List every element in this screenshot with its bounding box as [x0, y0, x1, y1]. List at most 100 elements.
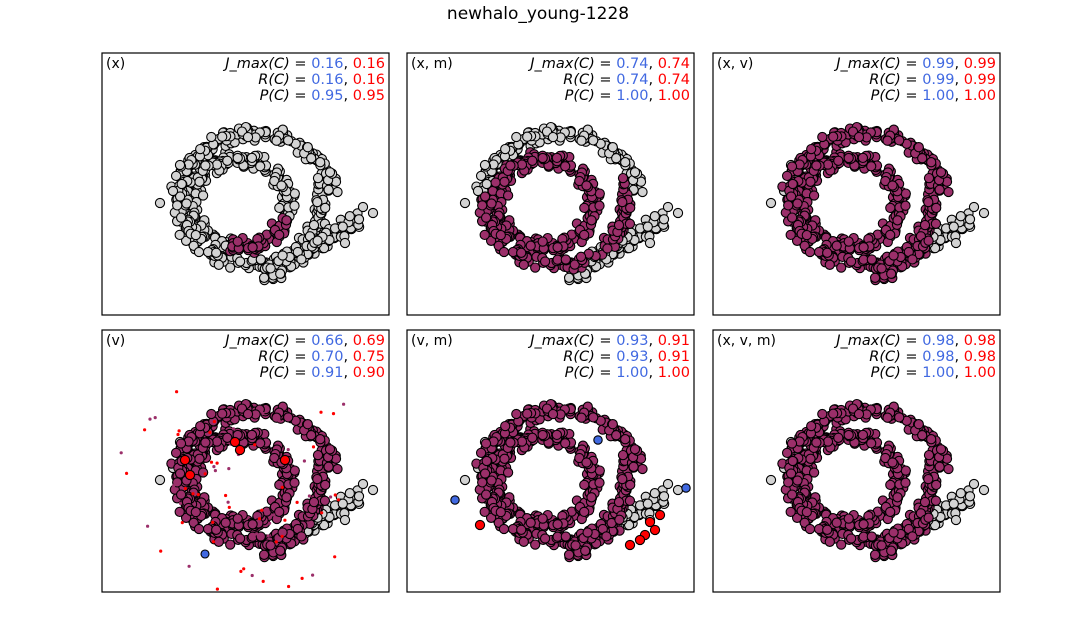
metric-blue-value: 0.66	[311, 333, 343, 349]
member-point	[900, 200, 911, 211]
member-point	[479, 191, 491, 202]
small-point	[196, 493, 200, 497]
member-point	[574, 452, 585, 464]
member-point	[581, 180, 592, 191]
grey-point	[324, 167, 336, 178]
grey-point	[323, 184, 334, 195]
member-point	[781, 447, 793, 459]
member-point	[530, 539, 541, 550]
member-point	[785, 191, 797, 202]
member-point	[894, 412, 905, 423]
small-point	[212, 465, 216, 469]
panel-frame	[406, 52, 695, 316]
member-point	[539, 533, 551, 544]
member-point	[805, 176, 816, 187]
member-point	[516, 524, 527, 535]
grey-point	[662, 478, 674, 490]
member-point	[576, 412, 587, 423]
member-point	[498, 523, 510, 535]
member-point	[479, 468, 491, 479]
metric-red-value: 0.16	[353, 72, 385, 88]
grey-point	[950, 514, 962, 526]
small-point	[227, 505, 231, 509]
member-point	[247, 242, 258, 253]
panel-label: (x, v, m)	[717, 333, 776, 349]
metric-name: R(C) =	[869, 349, 922, 365]
grey-point	[511, 131, 522, 143]
member-point	[255, 531, 266, 542]
small-point	[286, 448, 290, 452]
member-point	[781, 170, 793, 182]
panel-frame	[101, 329, 390, 593]
metric-red-value: 0.90	[353, 365, 385, 381]
member-point	[943, 463, 954, 475]
member-point	[931, 479, 942, 491]
member-point	[323, 461, 334, 472]
metric-name: P(C) =	[871, 88, 923, 104]
member-point	[876, 540, 887, 551]
small-point	[209, 460, 214, 464]
metric-red-value: 0.74	[658, 72, 690, 88]
member-point	[791, 235, 803, 246]
member-point	[225, 539, 236, 550]
grey-point	[765, 474, 777, 486]
member-point	[274, 229, 285, 241]
member-point	[817, 408, 828, 420]
grey-point	[353, 214, 365, 225]
member-point	[785, 506, 796, 518]
red-point	[644, 516, 656, 528]
metric-blue-value: 1.00	[922, 88, 954, 104]
grey-point	[255, 254, 266, 265]
member-point	[522, 408, 533, 419]
member-point	[525, 517, 536, 528]
member-point	[217, 408, 228, 419]
metric-blue-value: 0.16	[311, 56, 343, 72]
member-point	[822, 436, 834, 447]
member-point	[255, 438, 266, 449]
metric-red-value: 1.00	[658, 88, 690, 104]
metric-name: R(C) =	[563, 72, 616, 88]
member-point	[485, 235, 497, 246]
small-point	[208, 430, 212, 434]
metric-name: J_max(C) =	[833, 56, 922, 72]
member-point	[296, 531, 307, 542]
grey-point	[644, 237, 656, 249]
member-point	[887, 457, 898, 468]
grey-point	[289, 188, 300, 199]
member-point	[601, 531, 612, 542]
small-point	[176, 432, 180, 437]
metric-line: J_max(C) = 0.99, 0.99	[833, 56, 996, 72]
member-point	[617, 196, 628, 208]
small-point	[211, 540, 216, 544]
member-point	[579, 479, 590, 491]
member-point	[200, 437, 211, 448]
metric-red-value: 0.74	[658, 56, 690, 72]
member-point	[843, 429, 854, 441]
grey-point	[522, 131, 533, 142]
member-point	[332, 463, 343, 475]
member-point	[869, 272, 881, 283]
member-point	[885, 479, 896, 491]
grey-point	[170, 170, 182, 182]
metric-name: R(C) =	[258, 349, 311, 365]
grey-point	[308, 219, 320, 231]
metric-name: P(C) =	[260, 88, 312, 104]
grey-point	[154, 474, 166, 486]
figure-title: newhalo_young-1228	[446, 4, 630, 24]
small-point	[203, 472, 207, 476]
grey-point	[174, 159, 186, 171]
member-point	[582, 527, 593, 538]
member-point	[485, 512, 497, 523]
member-point	[500, 420, 511, 432]
member-point	[926, 157, 937, 168]
member-point	[824, 259, 835, 270]
grey-point	[339, 237, 351, 249]
grey-point	[315, 157, 326, 168]
grey-point	[337, 498, 348, 509]
grey-point	[948, 498, 959, 509]
grey-point	[629, 167, 641, 178]
member-point	[594, 477, 605, 488]
small-point	[266, 534, 270, 538]
member-point	[570, 540, 581, 551]
panel-4: (v) J_max(C) = 0.66, 0.69R(C) = 0.70, 0.7…	[101, 329, 390, 593]
